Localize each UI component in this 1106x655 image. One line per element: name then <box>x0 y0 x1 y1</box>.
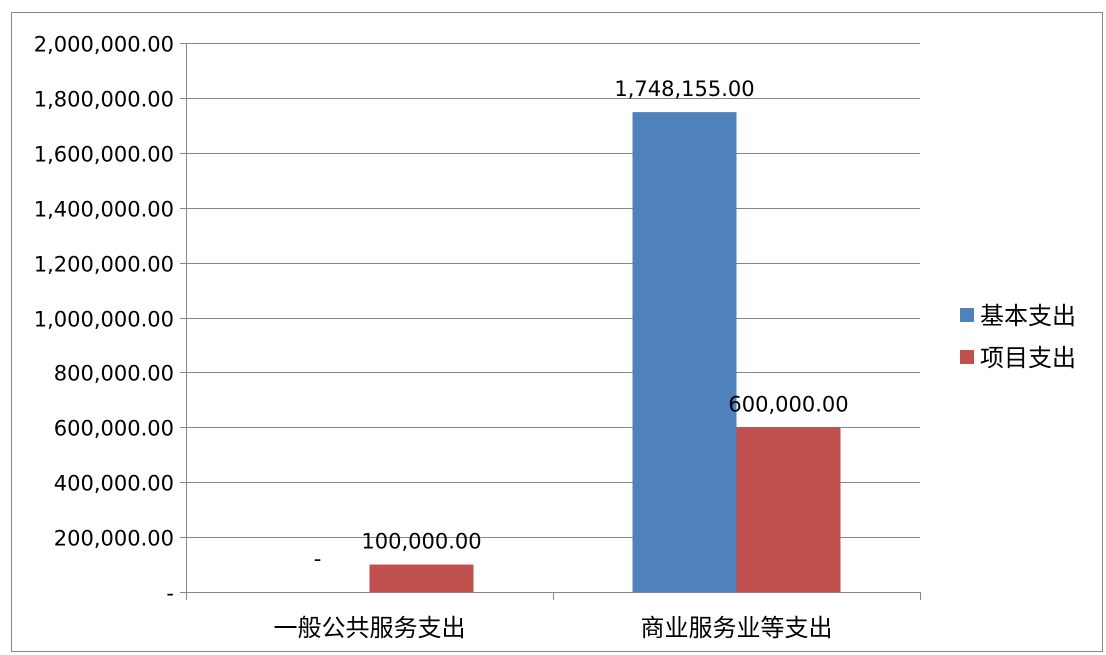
y-tick-label: 1,000,000.00 <box>34 308 174 332</box>
y-tick-label: 1,800,000.00 <box>34 88 174 112</box>
y-tick-label: 1,400,000.00 <box>34 198 174 222</box>
y-tick-label: 800,000.00 <box>54 362 174 386</box>
y-tick-label: 1,200,000.00 <box>34 253 174 277</box>
legend-swatch <box>960 308 974 322</box>
bars <box>369 112 841 592</box>
chart-frame <box>11 12 1103 652</box>
y-tick-label: 2,000,000.00 <box>34 33 174 57</box>
bar <box>736 427 841 592</box>
legend-swatch <box>960 350 974 364</box>
legend-label: 基本支出 <box>980 302 1076 330</box>
bar <box>632 112 737 592</box>
data-label: 1,748,155.00 <box>614 77 754 101</box>
data-label: 600,000.00 <box>728 392 848 416</box>
axes: - 200,000.00 400,000.00 600,000.00 800,000.0… <box>34 33 921 642</box>
bar <box>369 564 474 592</box>
y-tick-label: - <box>166 582 174 606</box>
y-tick-label: 1,600,000.00 <box>34 143 174 167</box>
y-tick-label: 400,000.00 <box>54 472 174 496</box>
x-category-label: 一般公共服务支出 <box>274 614 466 642</box>
y-tick-label: 200,000.00 <box>54 527 174 551</box>
legend-label: 项目支出 <box>980 344 1076 372</box>
data-labels: - 1,748,155.00 100,000.00 600,000.00 <box>314 77 849 571</box>
data-label: 100,000.00 <box>361 530 481 554</box>
data-label: - <box>314 547 322 571</box>
x-category-label: 商业服务业等支出 <box>641 614 833 642</box>
y-tick-label: 600,000.00 <box>54 417 174 441</box>
